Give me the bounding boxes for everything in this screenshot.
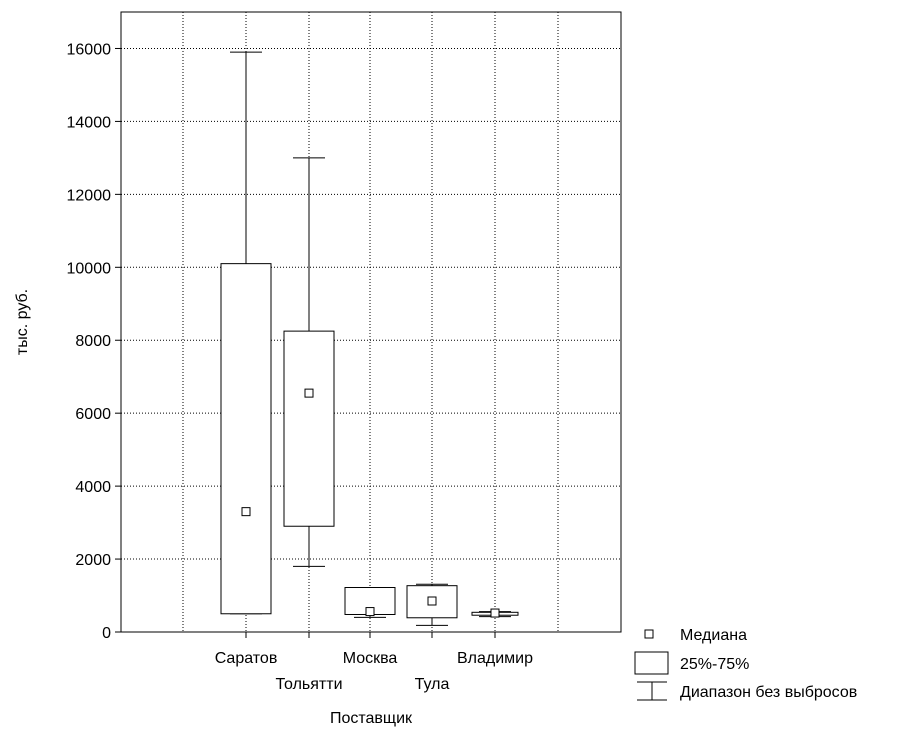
legend-range-marker	[637, 681, 667, 701]
y-tick-label: 14000	[67, 114, 112, 131]
legend-box-swatch	[634, 651, 669, 675]
median-marker	[304, 388, 314, 398]
y-tick-label: 4000	[75, 479, 111, 496]
boxes	[220, 51, 519, 626]
median-marker	[365, 607, 375, 617]
box-2	[283, 157, 335, 567]
x-tick-label: Тула	[415, 676, 450, 693]
x-tick-label: Тольятти	[276, 676, 343, 693]
plot-frame	[120, 11, 622, 633]
median-marker	[490, 608, 500, 618]
y-tick-label: 2000	[75, 552, 111, 569]
legend-median-marker	[644, 629, 654, 639]
y-axis-ticks: 0 2000 4000 6000 8000 10000 12000 14000 16000	[67, 41, 121, 642]
box-4	[406, 583, 458, 626]
y-tick-label: 12000	[67, 187, 112, 204]
iqr-box	[220, 263, 272, 615]
median-marker	[241, 507, 251, 517]
y-tick-label: 10000	[67, 260, 112, 277]
y-tick-label: 16000	[67, 41, 112, 58]
box-1	[220, 51, 272, 615]
y-tick-label: 0	[102, 625, 111, 642]
y-tick-label: 6000	[75, 406, 111, 423]
legend-median-label: Медиана	[680, 627, 747, 644]
box-3	[344, 587, 396, 618]
legend-range-label: Диапазон без выбросов	[680, 684, 857, 701]
median-marker	[427, 596, 437, 606]
x-axis-label: Поставщик	[330, 710, 413, 727]
x-tick-label: Москва	[343, 650, 398, 667]
iqr-box	[283, 330, 335, 527]
x-tick-label: Саратов	[215, 650, 278, 667]
box-5	[471, 608, 519, 618]
x-tick-label: Владимир	[457, 650, 533, 667]
legend-box-label: 25%-75%	[680, 656, 749, 673]
y-axis-label: тыс. руб.	[14, 289, 31, 355]
y-tick-label: 8000	[75, 333, 111, 350]
legend: Медиана 25%-75% Диапазон без выбросов	[634, 627, 857, 701]
grid-lines	[121, 12, 621, 632]
